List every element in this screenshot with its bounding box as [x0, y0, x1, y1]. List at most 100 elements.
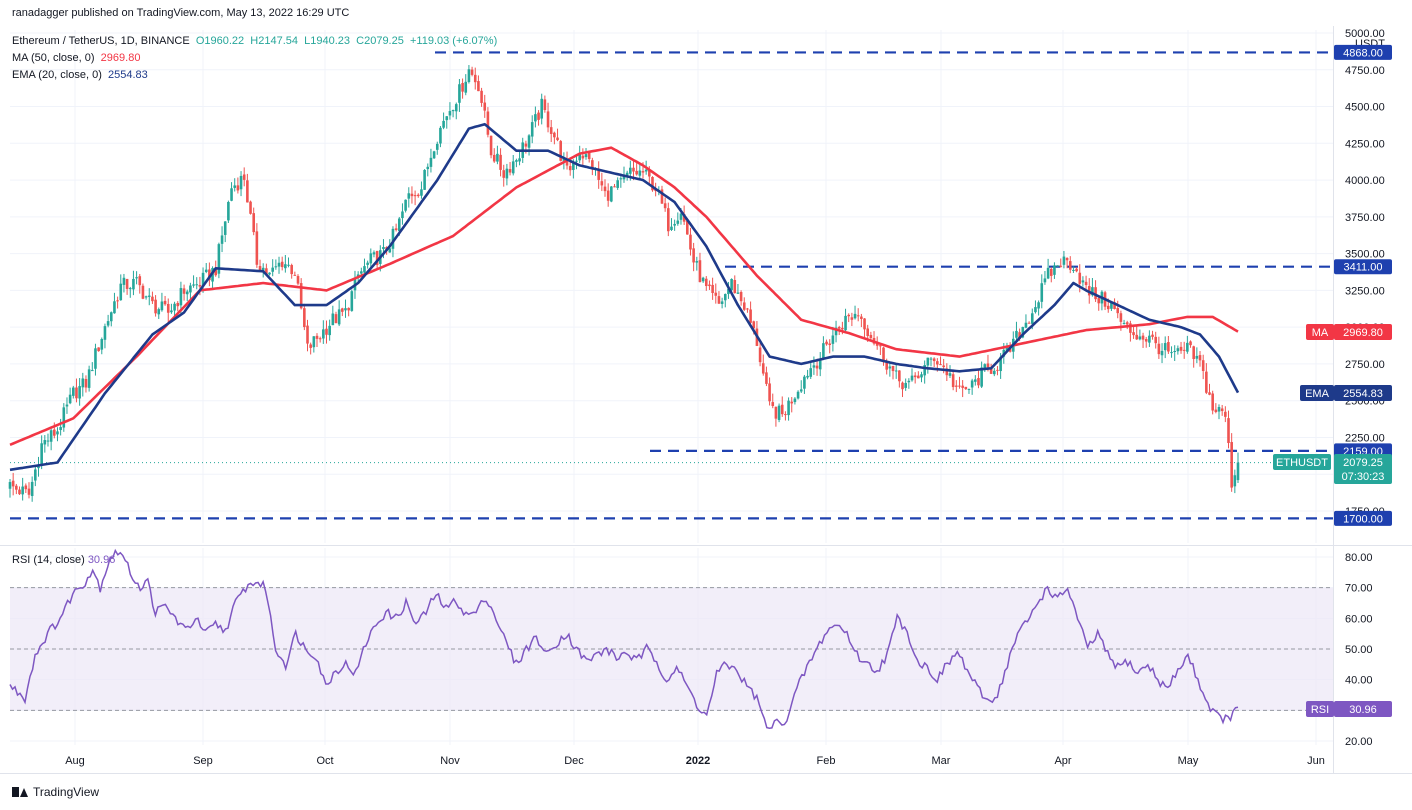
- candle-body: [837, 326, 841, 329]
- candle-body: [948, 373, 952, 376]
- candle-body: [144, 296, 148, 298]
- candle-body: [885, 361, 888, 370]
- candle-body: [179, 288, 183, 306]
- brand-label: TradingView: [33, 785, 100, 799]
- rsi-tick-label: 50.00: [1345, 644, 1373, 656]
- candle-body: [204, 269, 208, 272]
- candle-body: [68, 394, 72, 404]
- candle-body: [774, 406, 778, 419]
- candle-body: [198, 284, 202, 287]
- candle-body: [208, 269, 211, 281]
- candle-body: [201, 272, 205, 286]
- candle-body: [49, 430, 53, 442]
- candle-body: [1170, 352, 1173, 354]
- candle-body: [1043, 278, 1047, 283]
- candle-body: [170, 310, 173, 313]
- ohlc-change: +119.03 (+6.07%): [409, 35, 498, 47]
- candle-body: [34, 469, 37, 481]
- ma-tag-value: 2969.80: [1343, 327, 1383, 339]
- candle-body: [454, 104, 458, 112]
- candle-body: [780, 404, 784, 415]
- symbol-pair[interactable]: Ethereum / TetherUS, 1D, BINANCE: [12, 35, 190, 47]
- candle-body: [1208, 392, 1211, 395]
- candle-body: [515, 160, 518, 162]
- candle-body: [929, 358, 933, 360]
- candle-body: [458, 84, 461, 103]
- candle-body: [1097, 298, 1101, 304]
- candle-body: [591, 160, 594, 170]
- candle-body: [597, 168, 600, 180]
- candle-body: [230, 188, 233, 201]
- rsi-tag-value-bg: [1334, 701, 1392, 717]
- candle-body: [84, 378, 88, 388]
- candle-body: [280, 261, 284, 268]
- ma-tag-name-bg: [1306, 324, 1334, 340]
- candle-body: [822, 343, 825, 360]
- candle-body: [404, 199, 407, 211]
- candle-body: [913, 375, 917, 378]
- price-tick-label: 3500.00: [1345, 249, 1385, 261]
- candle-body: [540, 98, 544, 119]
- candle-body: [970, 380, 974, 388]
- candle-body: [610, 186, 613, 202]
- candle-body: [752, 321, 756, 329]
- candle-body: [271, 267, 274, 272]
- rsi-legend[interactable]: RSI (14, close) 30.96: [12, 554, 115, 566]
- candle-body: [708, 284, 711, 287]
- rsi-series: [9, 548, 1239, 729]
- candle-body: [1198, 355, 1202, 361]
- candle-body: [432, 151, 436, 159]
- candle-body: [834, 327, 838, 336]
- candle-body: [572, 162, 575, 170]
- ma-tag-name: MA: [1312, 327, 1329, 339]
- candle-body: [328, 325, 331, 336]
- candle-body: [236, 185, 240, 191]
- candle-body: [1068, 261, 1072, 270]
- last-price-countdown: 07:30:23: [1342, 471, 1385, 483]
- candle-body: [265, 268, 268, 274]
- candle-body: [1084, 281, 1088, 286]
- candle-body: [116, 300, 119, 302]
- price-tick-label: 4750.00: [1345, 65, 1385, 77]
- candle-body: [360, 271, 363, 274]
- candle-body: [78, 386, 81, 399]
- ma-legend[interactable]: MA (50, close, 0) 2969.80: [12, 52, 140, 64]
- candle-body: [192, 284, 195, 286]
- tradingview-brand[interactable]: TradingView: [12, 785, 99, 799]
- candle-body: [860, 316, 863, 319]
- candle-body: [62, 407, 66, 428]
- price-tick-label: 5000.00: [1345, 28, 1385, 40]
- candle-body: [727, 288, 730, 295]
- candle-body: [122, 277, 126, 285]
- candle-body: [163, 300, 167, 305]
- candle-body: [831, 335, 835, 344]
- candle-body: [695, 261, 699, 263]
- candle-body: [1122, 322, 1126, 324]
- candle-body: [790, 401, 794, 404]
- candle-body: [765, 372, 768, 384]
- candle-body: [771, 402, 775, 407]
- candle-body: [711, 284, 714, 294]
- candle-body: [936, 361, 939, 365]
- ema-20-line: [9, 122, 1240, 472]
- ema-legend[interactable]: EMA (20, close, 0) 2554.83: [12, 69, 148, 81]
- candle-body: [1182, 349, 1186, 351]
- candle-body: [648, 170, 651, 177]
- candle-body: [489, 135, 493, 156]
- candle-body: [132, 278, 135, 290]
- candle-body: [147, 295, 151, 297]
- candle-body: [1005, 345, 1009, 351]
- candle-body: [337, 309, 341, 325]
- candle-body: [369, 253, 373, 264]
- candle-body: [673, 223, 676, 226]
- ma-legend-label: MA (50, close, 0): [12, 52, 95, 64]
- candle-body: [309, 344, 312, 348]
- ema-tag-name-bg: [1300, 385, 1334, 401]
- candle-body: [613, 186, 616, 188]
- candle-body: [534, 114, 537, 122]
- candle-body: [625, 172, 629, 176]
- candle-body: [135, 277, 138, 279]
- rsi-tick-label: 70.00: [1345, 583, 1373, 595]
- candle-body: [388, 248, 392, 253]
- level-tag-3411.00: 3411.00: [1344, 262, 1383, 274]
